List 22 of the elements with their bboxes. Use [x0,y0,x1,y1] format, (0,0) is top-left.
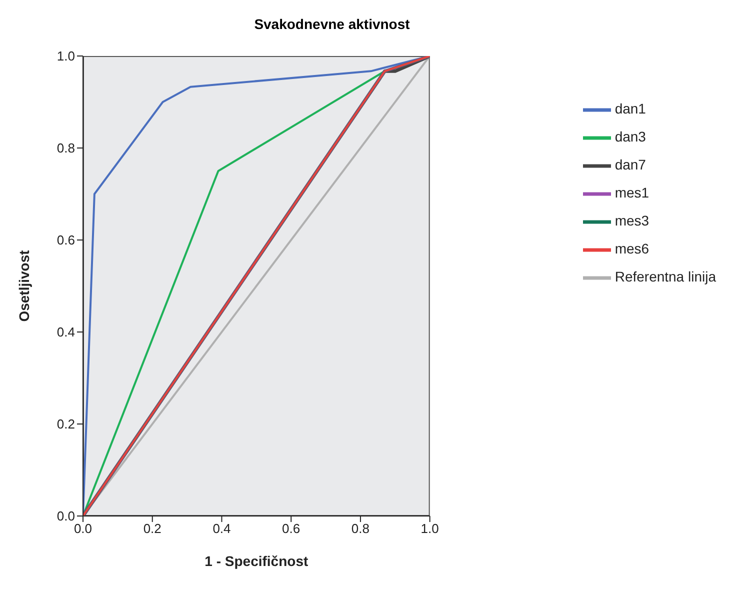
legend-label: mes3 [614,212,650,229]
legend-label: dan1 [614,100,646,117]
y-tick-label: 0.6 [56,232,75,248]
y-tick-label: 0.8 [56,140,75,156]
legend-label: Referentna linija [614,268,716,285]
legend-label: mes6 [614,240,650,257]
x-tick-label: 0.0 [74,521,92,536]
y-tick-label: 0.0 [56,508,75,524]
x-tick-label: 0.4 [212,521,231,536]
y-tick-label: 1.0 [56,48,75,64]
x-tick-label: 0.6 [282,521,300,536]
y-axis-title: Osetljivost [16,250,32,322]
chart-title: Svakodnevne aktivnost [253,16,411,32]
legend-label: dan7 [614,156,646,173]
y-tick-label: 0.2 [56,416,75,432]
x-tick-label: 0.2 [143,521,162,536]
x-axis-title: 1 - Specifičnost [204,553,308,569]
x-tick-label: 1.0 [420,521,439,536]
x-tick-label: 0.8 [351,521,370,536]
y-tick-label: 0.4 [56,324,75,340]
legend-label: dan3 [614,128,646,145]
legend-label: mes1 [614,184,650,201]
